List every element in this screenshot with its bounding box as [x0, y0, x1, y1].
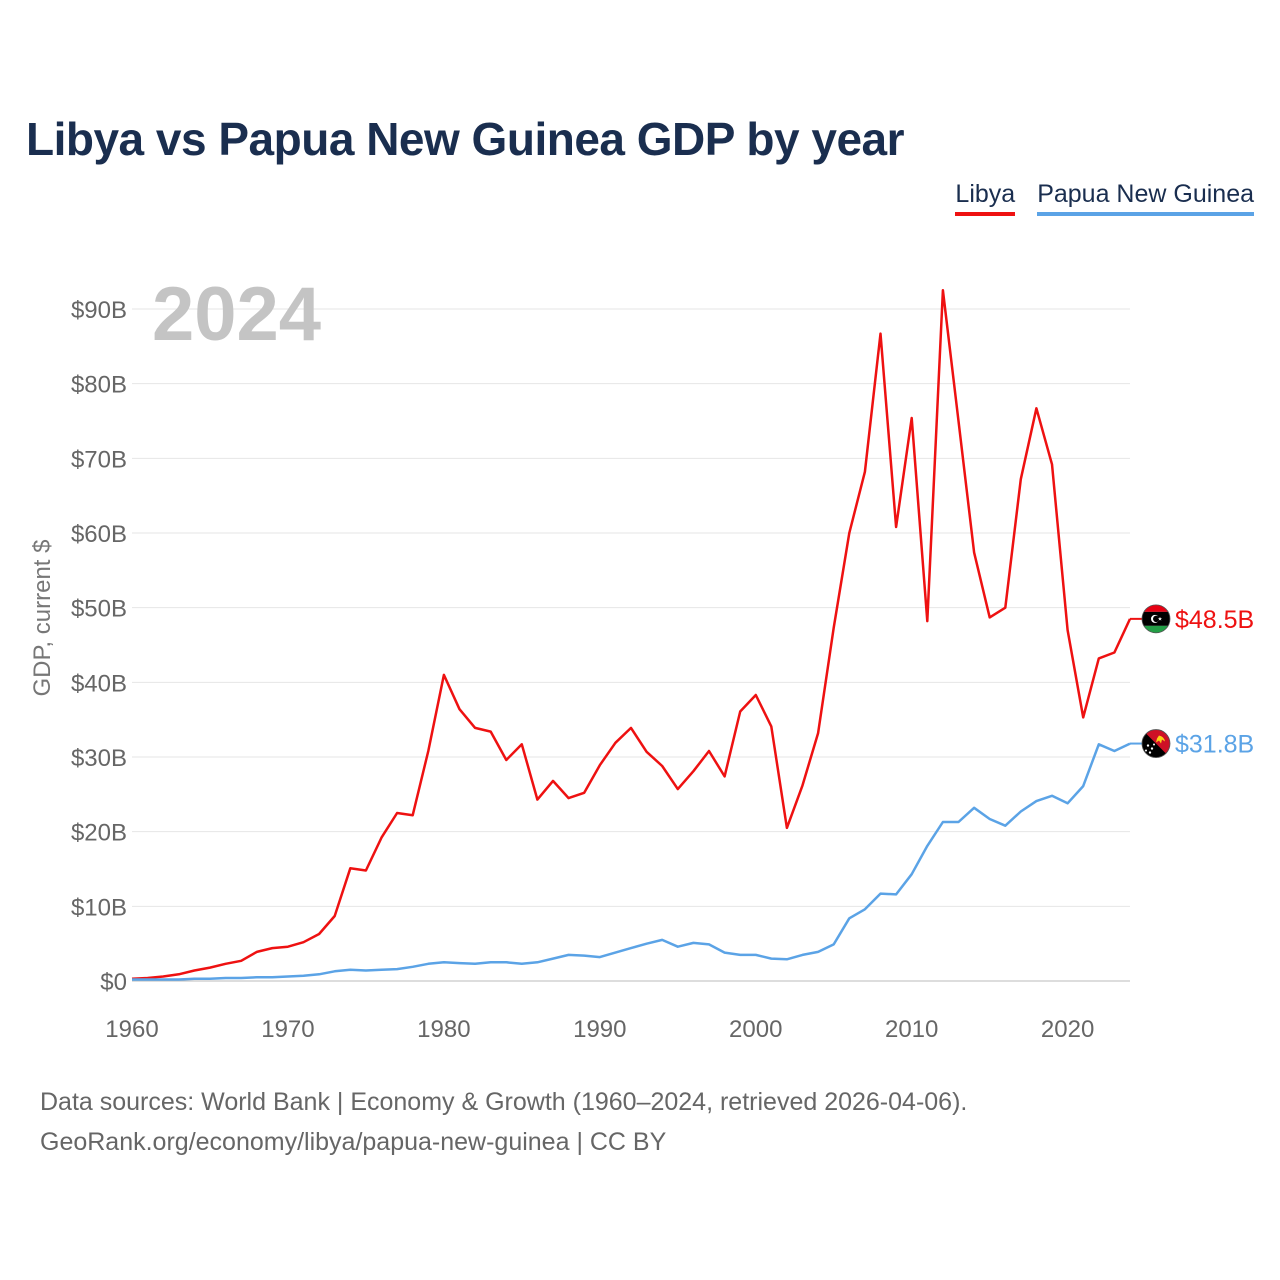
series-line-papua-new-guinea[interactable] — [132, 742, 1131, 981]
y-tick-label: $0 — [100, 969, 127, 996]
x-tick-label: 1970 — [261, 1016, 314, 1043]
end-markers — [1130, 617, 1142, 745]
end-value-label-papua-new-guinea: $31.8B — [1175, 731, 1254, 759]
x-tick-label: 1960 — [105, 1016, 158, 1043]
end-value-label-libya: $48.5B — [1175, 606, 1254, 634]
y-tick-label: $80B — [71, 372, 127, 399]
y-tick-label: $20B — [71, 820, 127, 847]
y-tick-label: $10B — [71, 894, 127, 921]
y-tick-label: $50B — [71, 596, 127, 623]
y-axis-label: GDP, current $ — [29, 540, 56, 697]
legend: Libya Papua New Guinea — [955, 180, 1254, 216]
legend-item-papua-new-guinea[interactable]: Papua New Guinea — [1037, 180, 1254, 216]
y-tick-label: $60B — [71, 521, 127, 548]
x-tick-label: 2010 — [885, 1016, 938, 1043]
series-lines — [131, 289, 1132, 981]
papua-new-guinea-flag-icon — [1141, 729, 1171, 758]
y-tick-label: $90B — [71, 297, 127, 324]
series-line-libya[interactable] — [131, 289, 1132, 981]
x-axis-ticks: 1960 1970 1980 1990 2000 2010 2020 — [105, 1016, 1094, 1043]
x-tick-label: 2020 — [1041, 1016, 1094, 1043]
y-tick-label: $40B — [71, 670, 127, 697]
x-tick-label: 2000 — [729, 1016, 782, 1043]
x-tick-label: 1990 — [573, 1016, 626, 1043]
y-tick-label: $30B — [71, 745, 127, 772]
year-label: 2024 — [152, 272, 321, 357]
x-tick-label: 1980 — [417, 1016, 470, 1043]
y-axis-ticks: $0 $10B $20B $30B $40B $50B $60B $70B $80B $90B — [71, 297, 127, 996]
gridlines — [132, 308, 1130, 982]
chart-title: Libya vs Papua New Guinea GDP by year — [26, 113, 905, 165]
legend-item-libya[interactable]: Libya — [955, 180, 1016, 216]
source-line: Data sources: World Bank | Economy & Gro… — [40, 1088, 968, 1116]
y-tick-label: $70B — [71, 446, 127, 473]
libya-flag-icon — [1141, 604, 1171, 634]
footer: Data sources: World Bank | Economy & Gro… — [40, 1082, 967, 1162]
attribution-line[interactable]: GeoRank.org/economy/libya/papua-new-guin… — [40, 1128, 667, 1156]
